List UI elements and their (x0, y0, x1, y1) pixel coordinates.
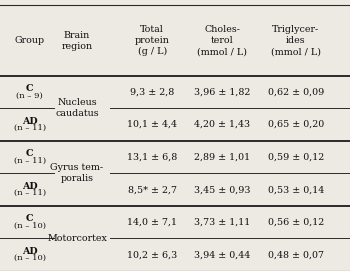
Text: 0,48 ± 0,07: 0,48 ± 0,07 (268, 250, 324, 259)
Text: Nucleus
caudatus: Nucleus caudatus (55, 98, 99, 118)
Text: 3,94 ± 0,44: 3,94 ± 0,44 (194, 250, 250, 259)
Text: Total
protein
(g / L): Total protein (g / L) (135, 25, 170, 56)
Text: C: C (26, 84, 34, 93)
Text: AD: AD (22, 247, 37, 256)
Text: C: C (26, 214, 34, 224)
Text: 3,45 ± 0,93: 3,45 ± 0,93 (194, 185, 251, 194)
Text: 3,73 ± 1,11: 3,73 ± 1,11 (194, 218, 250, 227)
Text: C: C (26, 149, 34, 159)
Text: (n – 11): (n – 11) (14, 157, 46, 165)
Text: 10,2 ± 6,3: 10,2 ± 6,3 (127, 250, 177, 259)
Text: Choles-
terol
(mmol / L): Choles- terol (mmol / L) (197, 25, 247, 56)
Text: Gyrus tem-
poralis: Gyrus tem- poralis (50, 163, 104, 183)
Text: 3,96 ± 1,82: 3,96 ± 1,82 (194, 88, 251, 97)
Text: AD: AD (22, 182, 37, 191)
Text: 0,59 ± 0,12: 0,59 ± 0,12 (268, 153, 324, 162)
Text: Brain
region: Brain region (62, 31, 92, 51)
Text: 0,56 ± 0,12: 0,56 ± 0,12 (268, 218, 324, 227)
Text: 14,0 ± 7,1: 14,0 ± 7,1 (127, 218, 177, 227)
Text: 0,53 ± 0,14: 0,53 ± 0,14 (268, 185, 324, 194)
Text: (n – 10): (n – 10) (14, 254, 46, 262)
Text: AD: AD (22, 117, 37, 126)
Text: (n – 11): (n – 11) (14, 189, 46, 197)
Text: Motorcortex: Motorcortex (47, 234, 107, 243)
Text: 10,1 ± 4,4: 10,1 ± 4,4 (127, 120, 177, 129)
Text: 0,62 ± 0,09: 0,62 ± 0,09 (268, 88, 324, 97)
Text: 8,5* ± 2,7: 8,5* ± 2,7 (128, 185, 177, 194)
Text: 0,65 ± 0,20: 0,65 ± 0,20 (268, 120, 324, 129)
Text: Triglycer-
ides
(mmol / L): Triglycer- ides (mmol / L) (271, 25, 321, 56)
Text: (n – 11): (n – 11) (14, 124, 46, 132)
Text: (n – 9): (n – 9) (16, 92, 43, 100)
Text: 2,89 ± 1,01: 2,89 ± 1,01 (194, 153, 250, 162)
Text: Group: Group (15, 36, 45, 45)
Text: 4,20 ± 1,43: 4,20 ± 1,43 (194, 120, 250, 129)
Text: 13,1 ± 6,8: 13,1 ± 6,8 (127, 153, 177, 162)
Text: 9,3 ± 2,8: 9,3 ± 2,8 (130, 88, 174, 97)
Text: (n – 10): (n – 10) (14, 222, 46, 230)
